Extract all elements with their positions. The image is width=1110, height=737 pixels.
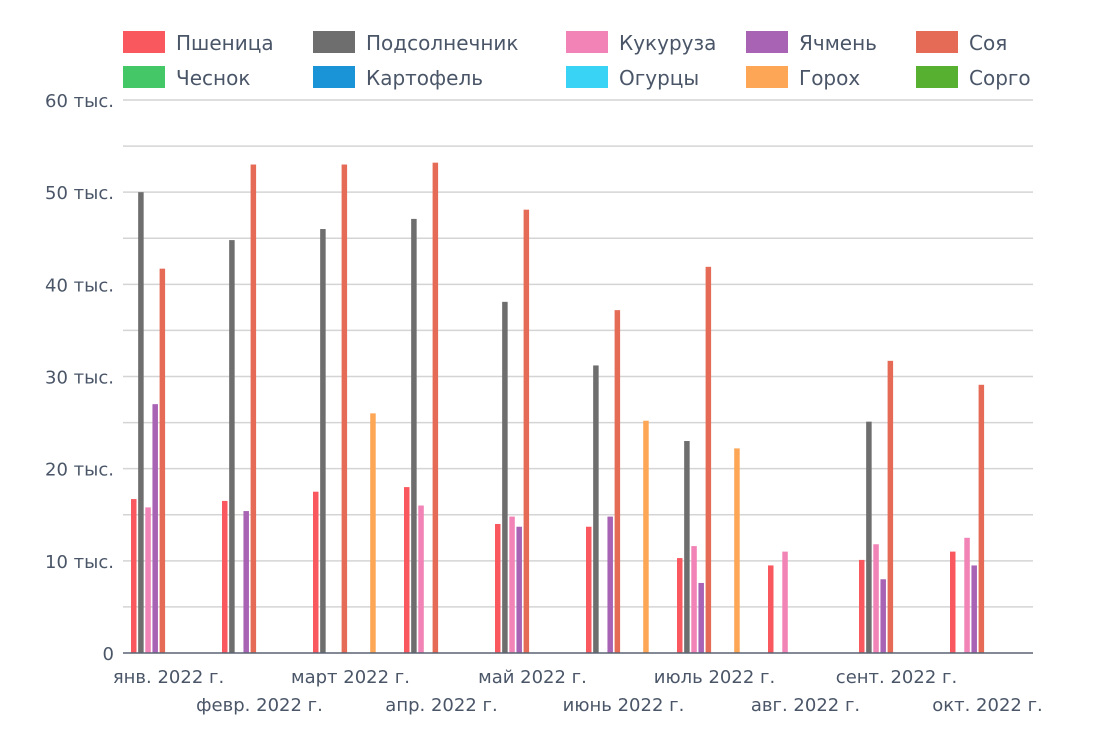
bar-пшеница[interactable] (859, 559, 865, 653)
legend-swatch (916, 66, 958, 88)
legend-item-огурцы[interactable]: Огурцы (566, 66, 699, 90)
legend-item-горох[interactable]: Горох (746, 66, 860, 90)
y-tick-label: 20 тыс. (45, 460, 114, 481)
grid (123, 99, 1033, 608)
bar-кукуруза[interactable] (145, 507, 151, 653)
bar-ячмень[interactable] (971, 565, 977, 653)
x-tick-label: май 2022 г. (478, 667, 587, 688)
bar-пшеница[interactable] (677, 558, 683, 653)
legend-swatch (123, 66, 165, 88)
legend-swatch (566, 66, 608, 88)
bar-пшеница[interactable] (586, 526, 592, 653)
x-tick-label: февр. 2022 г. (196, 695, 323, 716)
bar-подсолнечник[interactable] (411, 218, 417, 653)
x-tick-label: сент. 2022 г. (836, 667, 957, 688)
bar-ячмень[interactable] (880, 579, 886, 653)
x-tick-label: авг. 2022 г. (751, 695, 860, 716)
legend-item-чеснок[interactable]: Чеснок (123, 66, 250, 90)
bar-пшеница[interactable] (495, 523, 501, 653)
legend-label: Сорго (969, 66, 1031, 90)
legend-label: Огурцы (619, 66, 699, 90)
legend-label: Горох (799, 66, 860, 90)
bar-соя[interactable] (341, 164, 348, 653)
legend-item-подсолнечник[interactable]: Подсолнечник (313, 31, 518, 55)
bar-пшеница[interactable] (313, 491, 319, 653)
bar-ячмень[interactable] (698, 582, 704, 653)
bar-кукуруза[interactable] (418, 505, 424, 653)
bar-соя[interactable] (887, 360, 894, 653)
bar-подсолнечник[interactable] (138, 192, 144, 653)
bar-кукуруза[interactable] (964, 537, 970, 653)
bar-соя[interactable] (978, 384, 985, 653)
legend-swatch (313, 66, 355, 88)
bar-соя[interactable] (432, 162, 439, 653)
y-tick-label: 60 тыс. (45, 91, 114, 112)
legend-item-соя[interactable]: Соя (916, 31, 1007, 55)
x-axis: янв. 2022 г. февр. 2022 г. март 2022 г. апр… (113, 652, 1043, 716)
bar-подсолнечник[interactable] (502, 301, 508, 653)
legend-swatch (123, 31, 165, 53)
legend-label: Чеснок (176, 66, 250, 90)
bar-пшеница[interactable] (768, 565, 774, 653)
legend-label: Подсолнечник (366, 31, 518, 55)
legend-label: Пшеница (176, 31, 274, 55)
legend: Пшеница Подсолнечник Кукуруза Ячмень Соя Чесн… (123, 31, 1031, 90)
bar-ячмень[interactable] (607, 516, 613, 653)
legend-item-кукуруза[interactable]: Кукуруза (566, 31, 716, 55)
bar-соя[interactable] (523, 209, 530, 653)
bar-пшеница[interactable] (131, 499, 137, 653)
x-tick-label: янв. 2022 г. (113, 667, 224, 688)
bar-пшеница[interactable] (404, 487, 410, 653)
legend-item-пшеница[interactable]: Пшеница (123, 31, 274, 55)
y-axis: 0 10 тыс. 20 тыс. 30 тыс. 40 тыс. 50 тыс. 60 т… (45, 91, 114, 665)
y-tick-label: 30 тыс. (45, 368, 114, 389)
legend-swatch (746, 31, 788, 53)
legend-swatch (313, 31, 355, 53)
bar-кукуруза[interactable] (509, 516, 515, 653)
legend-item-ячмень[interactable]: Ячмень (746, 31, 877, 55)
bar-кукуруза[interactable] (691, 546, 697, 653)
bar-подсолнечник[interactable] (229, 240, 235, 654)
bar-подсолнечник[interactable] (866, 421, 872, 653)
bars (131, 162, 985, 654)
bar-соя[interactable] (250, 164, 257, 653)
bar-соя[interactable] (705, 266, 712, 653)
bar-подсолнечник[interactable] (593, 365, 599, 653)
y-tick-label: 50 тыс. (45, 183, 114, 204)
legend-label: Ячмень (799, 31, 877, 55)
x-tick-label: март 2022 г. (291, 667, 410, 688)
bar-пшеница[interactable] (222, 500, 228, 653)
bar-ячмень[interactable] (243, 511, 249, 653)
bar-подсолнечник[interactable] (320, 229, 326, 654)
bar-горох[interactable] (370, 413, 376, 653)
x-tick-label: июль 2022 г. (654, 667, 775, 688)
bar-кукуруза[interactable] (782, 551, 788, 653)
legend-label: Картофель (366, 66, 483, 90)
legend-item-картофель[interactable]: Картофель (313, 66, 483, 90)
x-tick-label: окт. 2022 г. (932, 695, 1043, 716)
x-tick-label: апр. 2022 г. (385, 695, 497, 716)
legend-item-сорго[interactable]: Сорго (916, 66, 1031, 90)
bar-горох[interactable] (643, 420, 649, 653)
legend-label: Соя (969, 31, 1007, 55)
y-tick-label: 0 (103, 644, 114, 665)
legend-label: Кукуруза (619, 31, 716, 55)
bar-подсолнечник[interactable] (684, 441, 690, 653)
bar-соя[interactable] (159, 268, 166, 653)
bar-ячмень[interactable] (152, 404, 158, 653)
legend-swatch (746, 66, 788, 88)
bar-ячмень[interactable] (516, 526, 522, 653)
legend-swatch (916, 31, 958, 53)
bar-кукуруза[interactable] (873, 544, 879, 653)
bar-пшеница[interactable] (950, 551, 956, 653)
bar-горох[interactable] (734, 448, 740, 653)
x-tick-label: июнь 2022 г. (563, 695, 685, 716)
y-tick-label: 40 тыс. (45, 275, 114, 296)
bar-соя[interactable] (614, 310, 621, 653)
legend-swatch (566, 31, 608, 53)
y-tick-label: 10 тыс. (45, 552, 114, 573)
